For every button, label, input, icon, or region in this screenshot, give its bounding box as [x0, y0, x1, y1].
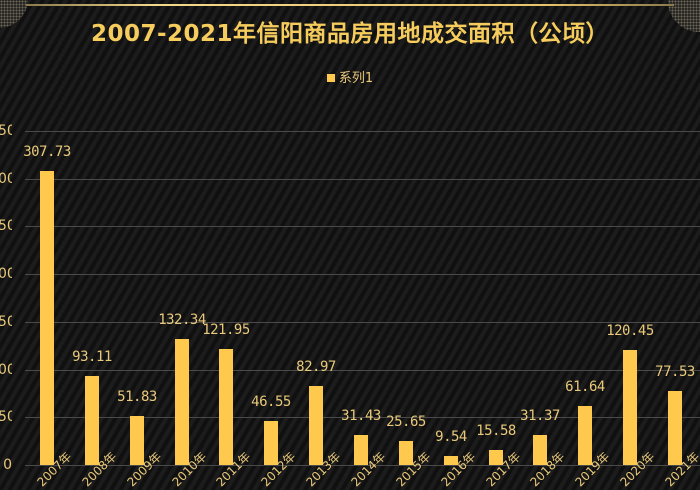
- gridline: [25, 370, 700, 371]
- chart-title: 2007-2021年信阳商品房用地成交面积（公顷）: [90, 21, 610, 47]
- chart-legend[interactable]: 系列1: [0, 67, 700, 86]
- bar[interactable]: [219, 349, 233, 465]
- data-label: 51.83: [117, 389, 157, 405]
- bar[interactable]: [264, 421, 278, 465]
- y-tick-label: 50: [0, 409, 12, 425]
- gridline: [25, 131, 700, 132]
- y-tick-label: 00: [0, 171, 12, 187]
- gridline: [25, 179, 700, 180]
- bar[interactable]: [623, 350, 637, 465]
- legend-label: 系列1: [338, 71, 374, 86]
- bar[interactable]: [309, 386, 323, 465]
- bar[interactable]: [668, 391, 682, 465]
- data-label: 61.64: [565, 379, 605, 395]
- y-tick-label: 0: [3, 457, 12, 473]
- data-label: 15.58: [476, 423, 516, 439]
- bar[interactable]: [578, 406, 592, 465]
- gridline: [25, 322, 700, 323]
- y-tick-label: 00: [0, 362, 12, 378]
- legend-swatch-icon: [326, 73, 335, 82]
- data-label: 9.54: [435, 429, 467, 445]
- data-label: 93.11: [72, 349, 112, 365]
- data-label: 121.95: [202, 322, 250, 338]
- top-gold-rule: [26, 4, 674, 6]
- data-label: 46.55: [251, 394, 291, 410]
- data-label: 31.37: [520, 408, 560, 424]
- bar[interactable]: [399, 441, 413, 465]
- data-label: 25.65: [386, 414, 426, 430]
- gridline: [25, 226, 700, 227]
- y-tick-label: 00: [0, 266, 12, 282]
- y-tick-label: 50: [0, 314, 12, 330]
- bar[interactable]: [85, 376, 99, 465]
- bar[interactable]: [175, 339, 189, 465]
- bar[interactable]: [130, 416, 144, 465]
- bar[interactable]: [444, 456, 458, 465]
- bar[interactable]: [354, 435, 368, 465]
- data-label: 132.34: [158, 312, 206, 328]
- corner-ornament-left: [0, 0, 28, 28]
- bar[interactable]: [533, 435, 547, 465]
- y-tick-label: 50: [0, 123, 12, 139]
- bar[interactable]: [489, 450, 503, 465]
- gridline: [25, 465, 700, 466]
- bar[interactable]: [40, 171, 54, 465]
- x-tick-label: 2016年: [438, 449, 479, 490]
- gridline: [25, 274, 700, 275]
- data-label: 82.97: [296, 359, 336, 375]
- data-label: 120.45: [606, 323, 654, 339]
- data-label: 307.73: [23, 144, 71, 160]
- data-label: 77.53: [655, 364, 695, 380]
- data-label: 31.43: [341, 408, 381, 424]
- gridline: [25, 417, 700, 418]
- y-tick-label: 50: [0, 218, 12, 234]
